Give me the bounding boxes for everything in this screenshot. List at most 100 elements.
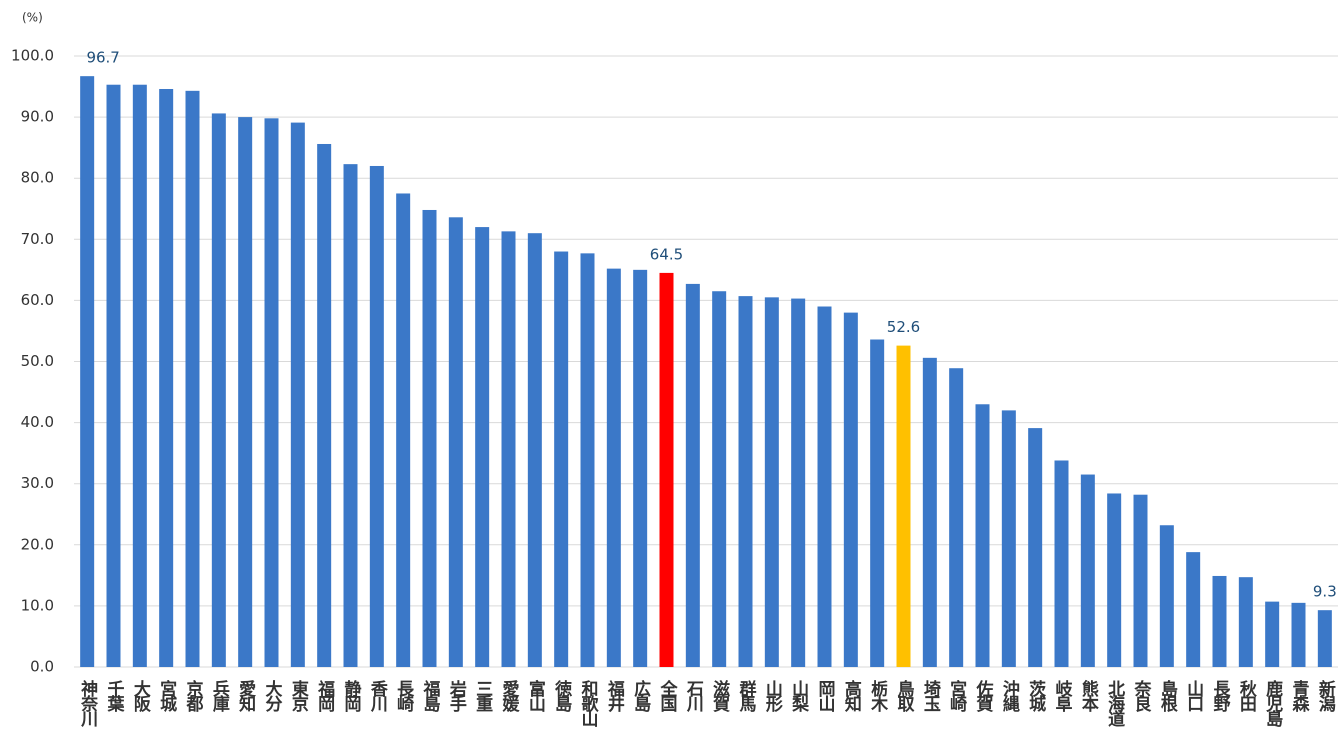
bar [554, 251, 569, 667]
bar [633, 269, 648, 667]
value-label: 64.5 [650, 245, 683, 263]
y-tick-label: 80.0 [21, 169, 54, 187]
x-tick-label: 福井 [604, 679, 626, 713]
x-tick-label: 沖縄 [999, 679, 1020, 713]
bar [132, 84, 147, 668]
x-tick-label: 宮城 [156, 679, 177, 713]
bar [580, 253, 595, 667]
bar [527, 233, 542, 667]
y-tick-label: 60.0 [21, 291, 54, 309]
bar [106, 84, 121, 668]
bar [369, 165, 384, 668]
bar [764, 297, 779, 667]
value-label: 9.3 [1313, 583, 1337, 601]
bar [896, 345, 911, 667]
bar [949, 368, 964, 667]
x-tick-label: 秋田 [1236, 679, 1257, 712]
bar [238, 117, 253, 668]
x-tick-label: 兵庫 [209, 679, 230, 713]
bar [448, 217, 463, 667]
bar [211, 113, 226, 667]
y-tick-label: 100.0 [11, 47, 54, 65]
y-tick-label: 20.0 [21, 535, 54, 553]
y-tick-label: 30.0 [21, 474, 54, 492]
x-tick-label: 岩手 [446, 679, 468, 713]
x-tick-label: 和歌山 [578, 680, 599, 728]
x-tick-label: 宮崎 [946, 679, 967, 713]
bar [712, 291, 727, 667]
bar [1028, 428, 1043, 667]
bar [870, 339, 885, 667]
value-label: 52.6 [887, 318, 920, 336]
bar [1054, 460, 1069, 667]
bar [791, 298, 806, 667]
x-tick-label: 京都 [183, 679, 205, 713]
y-tick-label: 40.0 [21, 413, 54, 431]
x-tick-label: 山梨 [788, 680, 810, 713]
bar [922, 357, 937, 667]
x-tick-label: 長野 [1210, 680, 1231, 713]
y-tick-label: 50.0 [21, 352, 54, 370]
y-tick-label: 90.0 [21, 108, 54, 126]
x-tick-label: 長崎 [393, 680, 414, 713]
bar [396, 193, 411, 667]
x-tick-label: 福島 [420, 679, 442, 713]
bar [290, 122, 305, 667]
bar [185, 90, 200, 667]
x-tick-label: 三重 [472, 680, 493, 712]
x-tick-label: 岡山 [815, 680, 835, 713]
bar [1238, 577, 1253, 667]
x-tick-label: 神奈川 [77, 679, 99, 728]
x-tick-label: 石川 [683, 680, 705, 713]
bar [843, 312, 858, 667]
bar [817, 306, 832, 667]
x-tick-label: 愛媛 [499, 679, 521, 713]
x-tick-label: 岐阜 [1052, 679, 1073, 713]
y-tick-label: 70.0 [21, 230, 54, 248]
x-tick-label: 鳥取 [894, 679, 915, 713]
x-tick-label: 熊本 [1078, 679, 1099, 713]
bar [685, 283, 700, 667]
x-tick-label: 千葉 [104, 680, 126, 713]
x-tick-label: 広島 [630, 679, 651, 713]
bar [1291, 602, 1306, 667]
y-tick-label: 0.0 [30, 658, 54, 676]
x-tick-label: 北海道 [1104, 680, 1125, 727]
bar [264, 118, 279, 667]
y-tick-label: 10.0 [21, 596, 54, 614]
unit-label: (%) [22, 11, 43, 25]
x-tick-label: 山口 [1183, 680, 1203, 712]
x-tick-label: 福岡 [314, 679, 336, 713]
bar [159, 88, 174, 667]
x-tick-label: 青森 [1289, 679, 1310, 713]
bar [317, 143, 332, 667]
bar [343, 164, 358, 667]
x-tick-label: 新潟 [1315, 679, 1336, 713]
bar [501, 231, 516, 667]
bar [606, 268, 621, 667]
bar [80, 76, 95, 667]
bar [1107, 493, 1122, 667]
x-tick-label: 群馬 [736, 679, 757, 713]
bar [1212, 575, 1227, 667]
x-tick-label: 大分 [262, 679, 283, 713]
x-tick-label: 東京 [288, 679, 309, 713]
x-tick-label: 鹿児島 [1262, 679, 1284, 728]
value-label: 96.7 [86, 49, 119, 67]
bar [1317, 610, 1332, 667]
x-tick-label: 香川 [367, 680, 389, 713]
x-tick-label: 富山 [525, 679, 545, 713]
bar [659, 272, 674, 667]
x-tick-label: 佐賀 [973, 679, 995, 713]
x-tick-label: 愛知 [235, 679, 257, 713]
x-tick-label: 栃木 [867, 679, 889, 713]
bar [1133, 494, 1148, 667]
bar [1159, 525, 1174, 667]
x-tick-label: 徳島 [551, 679, 573, 713]
x-tick-label: 全国 [657, 679, 679, 713]
x-tick-label: 高知 [841, 679, 863, 713]
bar [1080, 474, 1095, 667]
x-tick-label: 埼玉 [920, 679, 941, 712]
bar [738, 296, 753, 667]
